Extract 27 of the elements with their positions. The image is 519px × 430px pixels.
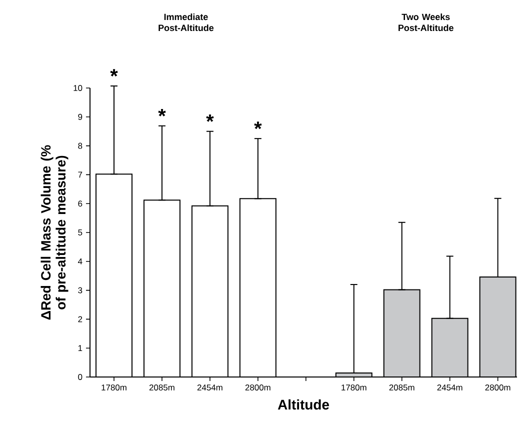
text: Two Weeks Post-Altitude — [398, 14, 454, 32]
y-tick-label: 6 — [78, 200, 82, 207]
y-tick-label: 10 — [74, 85, 82, 91]
x-tick-label: 2085m — [389, 384, 414, 390]
x-tick-label: 2800m — [245, 384, 270, 390]
y-tick-label: 3 — [78, 287, 82, 294]
x-tick-label: 2800m — [485, 384, 510, 390]
y-tick-label: 2 — [78, 316, 82, 322]
y-tick-label: 5 — [78, 230, 82, 236]
annotation: * — [206, 114, 214, 122]
x-tick-label: 2454m — [197, 384, 222, 390]
x-tick-label: 2085m — [149, 384, 174, 390]
annotation: * — [158, 108, 166, 116]
x-tick-label: 1780m — [342, 384, 366, 390]
y-tick-label: 8 — [78, 142, 82, 149]
y-tick-label: 4 — [78, 258, 82, 264]
y-tick-label: 7 — [78, 172, 82, 178]
y-tick-label: 9 — [78, 114, 82, 120]
x-axis-title: Altitude — [278, 399, 329, 410]
y-tick-label: 0 — [78, 374, 82, 380]
y-tick-label: 1 — [78, 345, 82, 352]
y-axis-title: ΔRed Cell Mass Volume (% of pre-altitude measure) — [40, 145, 68, 320]
text: * — [110, 69, 118, 76]
x-tick-label: 2454m — [437, 384, 462, 390]
x-tick-label: 1780m — [102, 384, 126, 390]
text: Immediate Post-Altitude — [158, 14, 214, 32]
annotation: * — [254, 122, 262, 130]
